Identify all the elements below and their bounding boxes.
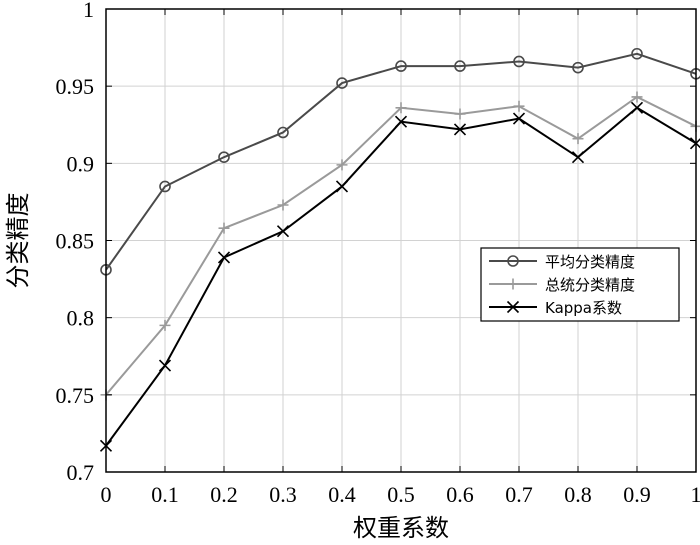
y-tick-label: 0.9 [67, 151, 95, 176]
x-tick-label: 0.9 [623, 482, 651, 507]
y-axis-title: 分类精度 [4, 193, 32, 289]
data-point [159, 319, 171, 331]
x-tick-label: 0.3 [269, 482, 297, 507]
legend-label: Kappa系数 [545, 299, 622, 317]
x-tick-label: 0.8 [564, 482, 592, 507]
data-point [336, 159, 348, 171]
legend-item: Kappa系数 [489, 299, 622, 317]
data-point [631, 47, 643, 60]
data-point [277, 126, 289, 139]
y-tick-label: 0.75 [56, 383, 95, 408]
data-point [335, 180, 349, 193]
legend-label: 平均分类精度 [545, 253, 635, 271]
tick-labels: 0 0.1 0.2 0.3 0.4 0.5 0.6 0.7 0.8 0.9 1 0.7 0.75 0.8 0… [56, 0, 700, 507]
data-point [159, 180, 171, 193]
data-point [394, 115, 408, 128]
data-point [453, 123, 467, 136]
y-tick-label: 0.85 [56, 229, 95, 254]
legend-label: 总统分类精度 [545, 276, 635, 294]
data-point [572, 133, 584, 145]
data-point [506, 300, 520, 314]
y-tick-label: 1 [83, 0, 94, 22]
y-tick-label: 0.95 [56, 74, 95, 99]
grid [105, 8, 697, 473]
y-tick-label: 0.7 [67, 460, 95, 485]
data-point [572, 61, 584, 74]
data-point [571, 151, 585, 164]
data-point [158, 359, 172, 372]
data-point [507, 278, 519, 290]
data-point [217, 251, 231, 264]
legend-item: 平均分类精度 [489, 253, 635, 271]
data-point [276, 225, 290, 238]
data-point [277, 199, 289, 211]
x-tick-label: 1 [691, 482, 700, 507]
data-point [507, 255, 519, 267]
x-tick-label: 0.4 [328, 482, 356, 507]
x-tick-label: 0.1 [151, 482, 179, 507]
x-tick-label: 0.5 [387, 482, 415, 507]
series-layer [99, 47, 700, 452]
legend-item: 总统分类精度 [489, 276, 635, 294]
series-circle [100, 47, 700, 276]
data-point [454, 60, 466, 72]
data-point [454, 108, 466, 120]
data-point [513, 55, 525, 68]
data-point [336, 77, 348, 89]
x-tick-label: 0.7 [505, 482, 533, 507]
axis-ticks [105, 8, 697, 473]
series-plus [100, 91, 700, 401]
data-point [395, 102, 407, 114]
x-tick-label: 0.6 [446, 482, 474, 507]
x-axis-title: 权重系数 [353, 514, 449, 542]
data-point [630, 101, 644, 114]
x-tick-label: 0.2 [210, 482, 238, 507]
data-point [513, 100, 525, 112]
data-point [631, 91, 643, 103]
series-x [99, 101, 700, 452]
data-point [218, 151, 230, 163]
y-tick-label: 0.8 [67, 306, 95, 331]
x-tick-label: 0 [101, 482, 112, 507]
series-line [105, 52, 697, 271]
data-point [395, 60, 407, 72]
data-point [218, 222, 230, 234]
data-point [512, 112, 526, 125]
